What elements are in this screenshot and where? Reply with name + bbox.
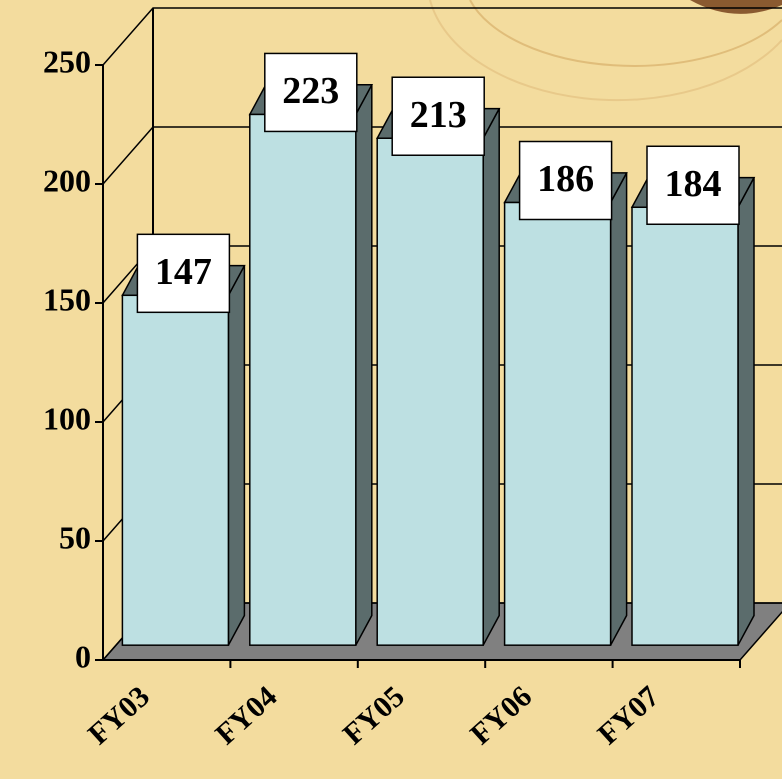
value-label: 223 bbox=[282, 70, 339, 112]
bar bbox=[505, 203, 611, 646]
bar-side bbox=[228, 266, 244, 646]
y-tick-label: 200 bbox=[43, 162, 91, 198]
bar bbox=[122, 295, 228, 645]
value-label: 186 bbox=[537, 158, 594, 200]
y-tick-label: 100 bbox=[43, 400, 91, 436]
bar bbox=[250, 114, 356, 645]
bar-side bbox=[356, 85, 372, 645]
value-label: 213 bbox=[410, 94, 467, 136]
value-label: 147 bbox=[155, 251, 212, 293]
y-tick-label: 50 bbox=[59, 519, 91, 555]
y-tick-label: 0 bbox=[75, 638, 91, 674]
y-tick-label: 150 bbox=[43, 281, 91, 317]
bar bbox=[632, 207, 738, 645]
bar-side bbox=[611, 173, 627, 645]
bar-side bbox=[738, 178, 754, 646]
bar-side bbox=[483, 109, 499, 646]
chart: 050100150200250147FY03223FY04213FY05186F… bbox=[0, 0, 782, 779]
value-label: 184 bbox=[665, 163, 722, 205]
bar bbox=[377, 138, 483, 645]
y-tick-label: 250 bbox=[43, 43, 91, 79]
